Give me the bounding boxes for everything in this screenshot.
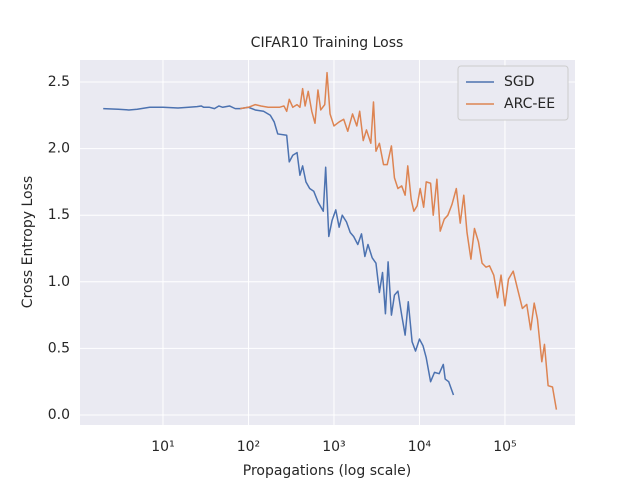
legend-box	[457, 65, 569, 121]
y-tick-label: 1.0	[48, 274, 70, 290]
chart-title: CIFAR10 Training Loss	[251, 35, 404, 51]
y-tick-label: 2.5	[48, 74, 70, 90]
y-tick-label: 1.5	[48, 207, 70, 223]
x-tick-label: 10⁵	[493, 439, 516, 455]
x-tick-label: 10¹	[151, 439, 174, 455]
y-tick-label: 2.0	[48, 141, 70, 157]
legend-label: ARC-EE	[504, 96, 555, 112]
x-axis-label: Propagations (log scale)	[243, 463, 412, 479]
x-tick-label: 10³	[322, 439, 345, 455]
x-tick-label: 10²	[237, 439, 260, 455]
legend-label: SGD	[504, 74, 535, 90]
x-tick-label: 10⁴	[408, 439, 432, 455]
y-tick-label: 0.0	[48, 407, 70, 423]
line-series	[103, 105, 455, 396]
y-tick-label: 0.5	[48, 340, 70, 356]
line-series	[240, 71, 558, 410]
y-axis-label: Cross Entropy Loss	[20, 176, 36, 308]
